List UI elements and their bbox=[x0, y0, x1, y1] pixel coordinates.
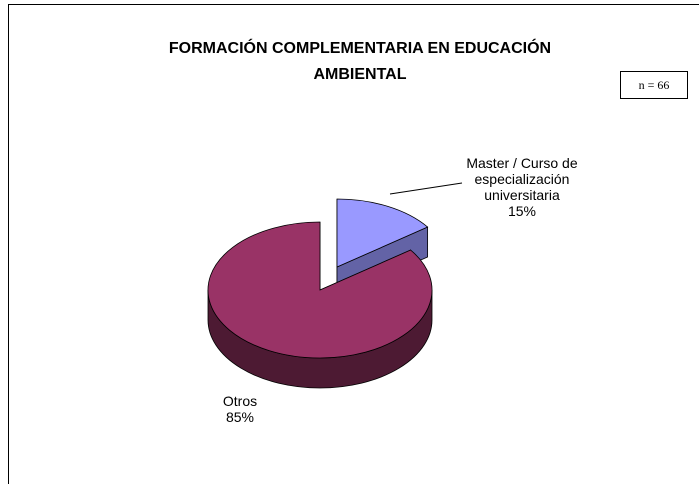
slice-label: Otros 85% bbox=[200, 393, 280, 425]
chart-title: FORMACIÓN COMPLEMENTARIA EN EDUCACIÓN AM… bbox=[168, 40, 552, 83]
annotation: n = 66 bbox=[620, 71, 688, 99]
value-label: 15% bbox=[507, 203, 537, 219]
pie-slice bbox=[207, 221, 433, 359]
category-label: Otros bbox=[222, 393, 258, 409]
category-label: Master / Curso de especialización univer… bbox=[466, 155, 578, 203]
leader-line bbox=[389, 182, 463, 195]
pie-slice bbox=[336, 198, 429, 268]
chart-frame bbox=[8, 4, 699, 484]
slice-label: Master / Curso de especialización univer… bbox=[452, 155, 592, 219]
value-label: 85% bbox=[225, 409, 255, 425]
